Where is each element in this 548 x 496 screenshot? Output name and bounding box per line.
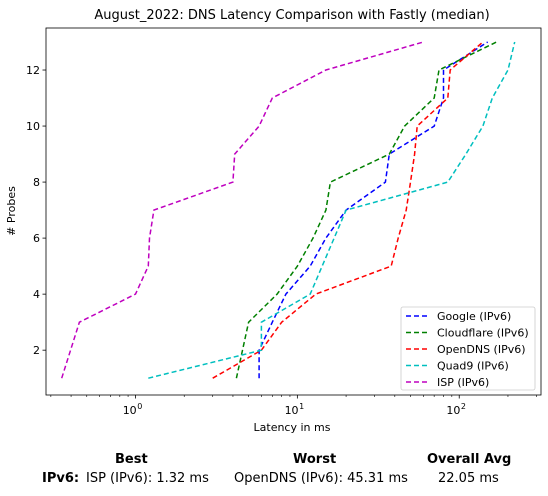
y-tick-label: 6 <box>33 232 40 245</box>
legend: Google (IPv6) Cloudflare (IPv6) OpenDNS (I… <box>400 306 536 391</box>
legend-label-isp-ipv6: ISP (IPv6) <box>437 376 489 389</box>
overall-avg-header: Overall Avg <box>427 452 512 467</box>
legend-label-quad9-ipv6: Quad9 (IPv6) <box>437 360 509 373</box>
overall-avg-value: 22.05 ms <box>438 471 499 486</box>
best-value: ISP (IPv6): 1.32 ms <box>86 471 209 486</box>
series-line-cloudflare-ipv6 <box>235 41 497 379</box>
x-tick-label: 100 <box>123 402 143 417</box>
legend-label-google-ipv6: Google (IPv6) <box>437 310 511 323</box>
y-ticks: 2 4 6 8 10 12 <box>26 64 46 357</box>
legend-label-cloudflare-ipv6: Cloudflare (IPv6) <box>437 327 529 340</box>
y-tick-label: 8 <box>33 176 40 189</box>
x-tick-label: 101 <box>285 402 305 417</box>
y-tick-label: 10 <box>26 120 40 133</box>
x-axis-label: Latency in ms <box>254 421 331 434</box>
x-ticks: 100 101 102 <box>50 395 537 417</box>
worst-value: OpenDNS (IPv6): 45.31 ms <box>234 471 408 486</box>
summary-table: Best Worst Overall Avg IPv6: ISP (IPv6):… <box>0 446 548 496</box>
series-line-opendns-ipv6 <box>212 41 484 379</box>
row-label-ipv6: IPv6: <box>42 471 80 486</box>
y-axis-label: # Probes <box>5 186 18 236</box>
x-tick-label: 102 <box>446 402 466 417</box>
worst-header: Worst <box>293 452 337 467</box>
latency-chart: August_2022: DNS Latency Comparison with… <box>5 8 542 434</box>
y-tick-label: 4 <box>33 288 40 301</box>
y-tick-label: 2 <box>33 344 40 357</box>
series-line-isp-ipv6 <box>60 41 424 379</box>
series-layer <box>60 41 516 379</box>
legend-label-opendns-ipv6: OpenDNS (IPv6) <box>437 343 526 356</box>
chart-title: August_2022: DNS Latency Comparison with… <box>94 8 489 23</box>
series-line-quad9-ipv6 <box>148 41 516 379</box>
legend-box <box>400 306 536 391</box>
y-tick-label: 12 <box>26 64 40 77</box>
best-header: Best <box>115 452 148 467</box>
plot-area <box>45 27 542 396</box>
